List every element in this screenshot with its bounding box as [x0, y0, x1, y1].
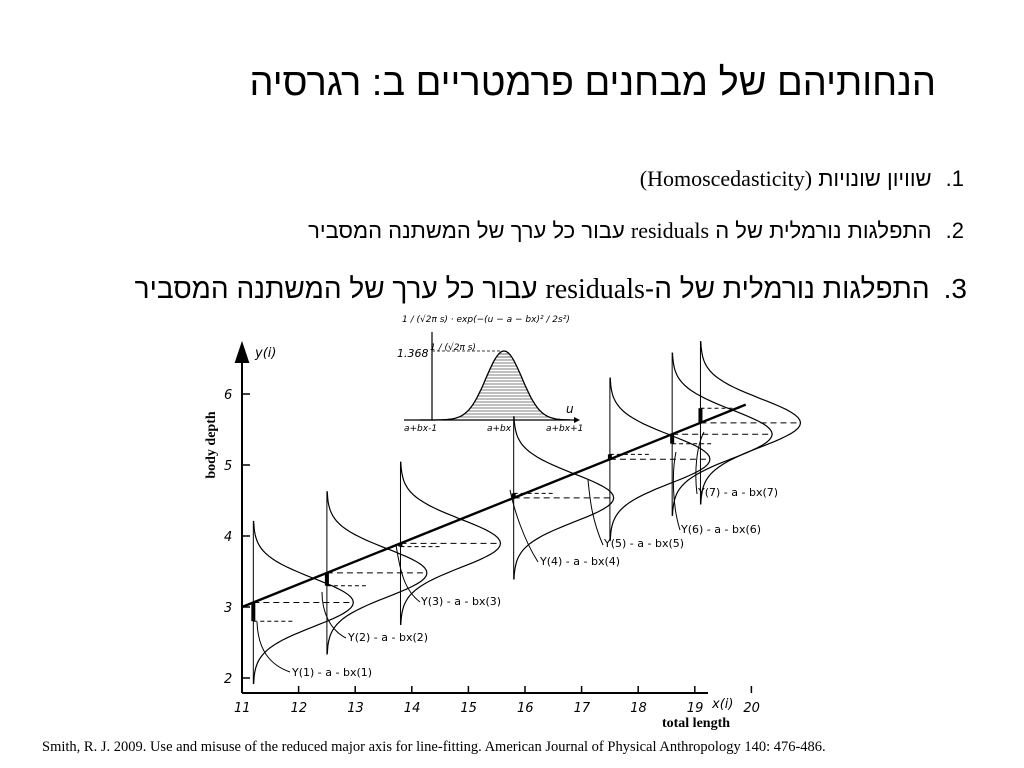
inset-normal-density: 1 / (√2π s) · exp(−(u − a − bx)² / 2s²) …: [397, 314, 583, 434]
inset-u-label: u: [566, 402, 574, 416]
x-tick-label-20: 20: [743, 701, 760, 716]
x-axis-symbol: x(i): [711, 697, 733, 712]
axis-ticks: 2 3 4 5 6 11 12 13 14 15 16 17 18 19 20: [224, 388, 760, 716]
inset-tick-right: a+bx+1: [546, 424, 583, 434]
leader-2: [321, 591, 347, 639]
inset-peak-formula: 1 / (√2π s): [430, 342, 476, 353]
bullet-3-latin: residuals: [545, 274, 645, 305]
bullet-2-hebrew-b: עבור כל ערך של המשתנה המסביר: [308, 218, 625, 243]
x-tick-label-17: 17: [574, 701, 591, 716]
inset-bell-curve: [420, 350, 570, 421]
y-tick-label-2: 2: [224, 672, 232, 687]
bullet-2-number: 2.: [945, 218, 964, 243]
residual-labels: Y(1) - a - bx(1) Y(2) - a - bx(2) Y(3) -…: [291, 486, 778, 679]
normal-curve-5: [609, 377, 711, 541]
bullet-2: 2. התפלגות נורמלית של ה residuals עבור כל…: [308, 218, 964, 244]
bullet-3-hebrew-b: עבור כל ערך של המשתנה המסביר: [134, 273, 538, 304]
leader-5: [587, 479, 604, 546]
inset-top-formula: 1 / (√2π s) · exp(−(u − a − bx)² / 2s²): [402, 314, 570, 325]
x-tick-label-16: 16: [517, 701, 534, 716]
residual-label-5: Y(5) - a - bx(5): [603, 537, 684, 550]
residual-label-7: Y(7) - a - bx(7): [697, 486, 778, 499]
x-tick-label-15: 15: [460, 701, 477, 716]
leader-7: [695, 431, 705, 495]
bullet-1-hebrew: שוויון שונויות: [818, 166, 932, 191]
bullet-3-number: 3.: [943, 273, 967, 304]
y-axis-label: body depth: [204, 411, 219, 479]
regression-line-group: [241, 403, 747, 609]
residual-label-2: Y(2) - a - bx(2): [347, 631, 428, 644]
bullet-2-latin: residuals: [630, 218, 710, 243]
normal-curve-1: [253, 520, 354, 685]
inset-tick-center: a+bx: [487, 424, 512, 434]
x-tick-label-19: 19: [687, 701, 704, 716]
residual-label-4: Y(4) - a - bx(4): [539, 555, 620, 568]
inset-x-arrow: [574, 417, 580, 423]
residual-label-1: Y(1) - a - bx(1): [291, 666, 372, 679]
y-tick-label-5: 5: [224, 459, 232, 474]
bullet-1-latin: (Homoscedasticity): [639, 166, 813, 191]
y-tick-label-3: 3: [224, 601, 232, 616]
slide-title: הנחותיהם של מבחנים פרמטריים ב: רגרסיה: [249, 62, 936, 104]
bullet-3: 3. התפלגות נורמלית של ה-residuals עבור כל…: [135, 273, 967, 306]
leader-1: [256, 621, 291, 673]
citation: Smith, R. J. 2009. Use and misuse of the…: [42, 739, 826, 755]
x-tick-label-14: 14: [404, 701, 421, 716]
residual-label-3: Y(3) - a - bx(3): [420, 595, 501, 608]
regression-line: [241, 403, 747, 609]
y-axis-symbol: y(i): [254, 346, 276, 361]
bullet-3-hebrew-a: התפלגות נורמלית של ה-: [644, 273, 930, 304]
inset-tick-left: a+bx-1: [404, 424, 437, 434]
normal-curve-7: [700, 341, 802, 505]
x-tick-label-13: 13: [347, 701, 364, 716]
bullet-2-hebrew-a: התפלגות נורמלית של ה: [715, 218, 932, 243]
bullet-1: 1. שוויון שונויות (Homoscedasticity): [640, 166, 964, 192]
leader-4: [509, 489, 539, 563]
residual-label-6: Y(6) - a - bx(6): [680, 523, 761, 536]
y-tick-label-4: 4: [224, 530, 232, 545]
normal-curve-6: [671, 352, 773, 516]
x-tick-label-18: 18: [630, 701, 647, 716]
axes: [234, 340, 708, 694]
normal-curve-3: [400, 461, 502, 625]
normal-curves: [251, 341, 802, 685]
leader-6: [672, 451, 681, 531]
x-axis-label: total length: [662, 716, 730, 731]
normal-curve-2: [326, 491, 428, 655]
residual-label-leaders: [256, 431, 705, 673]
inset-peak-value: 1.368: [397, 347, 429, 360]
leader-3: [395, 544, 421, 603]
normal-curve-4: [513, 416, 615, 580]
bullet-1-number: 1.: [945, 166, 964, 191]
y-tick-label-6: 6: [224, 388, 232, 403]
x-tick-label-12: 12: [291, 701, 308, 716]
y-axis-arrow: [234, 340, 250, 363]
x-tick-label-11: 11: [234, 701, 251, 716]
